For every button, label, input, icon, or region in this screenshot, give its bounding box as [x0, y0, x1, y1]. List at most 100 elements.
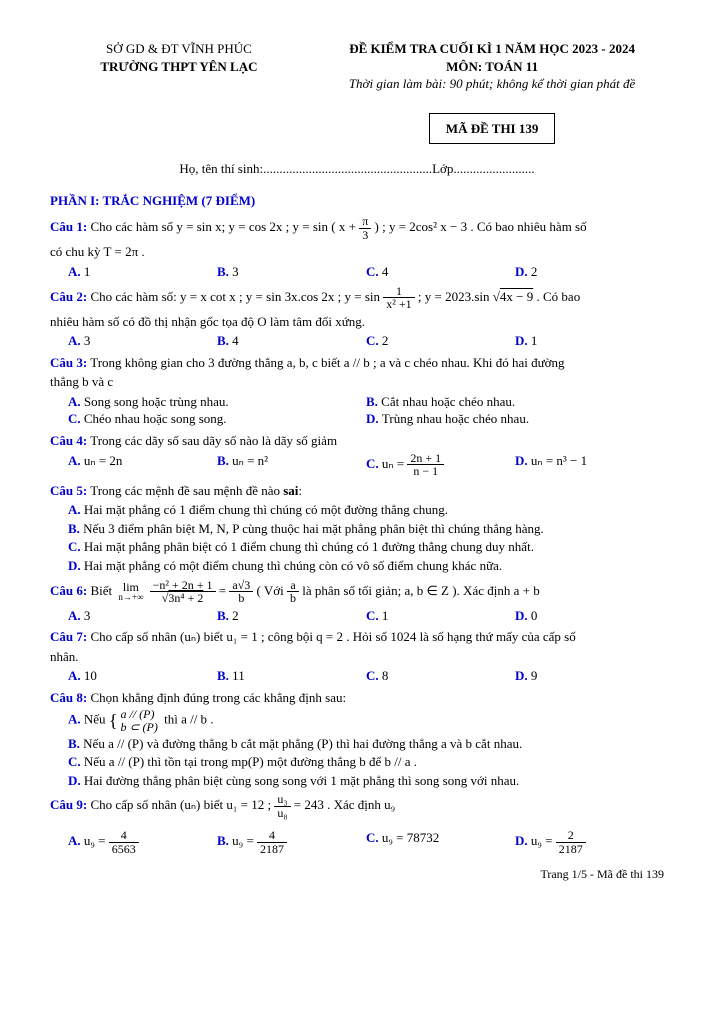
q5-A-label: A. — [68, 502, 84, 517]
question-9: Câu 9: Cho cấp số nhân (uₙ) biết u₁ = 12… — [50, 793, 664, 819]
q1-frac: π3 — [359, 215, 371, 241]
q6-C-label: C. — [366, 608, 382, 623]
class-dots: ......................... — [453, 161, 534, 176]
question-7: Câu 7: Cho cấp số nhân (uₙ) biết u₁ = 1 … — [50, 628, 664, 646]
q1-text-b: ; y = 2cos² x − 3 . Có bao nhiêu hàm số — [382, 219, 587, 234]
q9-B-den: 2187 — [257, 843, 287, 856]
q5-B-row: B. Nếu 3 điểm phân biệt M, N, P cùng thu… — [68, 520, 664, 538]
q5-sai: sai — [283, 483, 298, 498]
q9-A-pre: u₉ = — [84, 834, 109, 849]
school-name: TRƯỜNG THPT YÊN LẠC — [50, 58, 308, 76]
q3-number: Câu 3: — [50, 355, 87, 370]
q4-C-den: n − 1 — [407, 465, 444, 478]
q7-D: 9 — [531, 668, 538, 683]
question-2: Câu 2: Cho các hàm số: y = x cot x ; y =… — [50, 285, 664, 311]
q3-B-label: B. — [366, 394, 381, 409]
exam-title: ĐỀ KIỂM TRA CUỐI KÌ 1 NĂM HỌC 2023 - 202… — [320, 40, 664, 58]
q6-main-frac: −n² + 2n + 1√3n⁴ + 2 — [150, 579, 216, 605]
q4-C-label: C. — [366, 456, 382, 471]
q6-den-root: 3n⁴ + 2 — [168, 591, 203, 605]
q2-B-label: B. — [217, 333, 232, 348]
question-8: Câu 8: Chọn khẳng định đúng trong các kh… — [50, 689, 664, 707]
q8-A-label: A. — [68, 712, 84, 727]
q7-D-label: D. — [515, 668, 531, 683]
q7-B: 11 — [232, 668, 245, 683]
q8-D-label: D. — [68, 773, 84, 788]
q2-text-c: . Có bao — [533, 289, 580, 304]
q2-number: Câu 2: — [50, 289, 87, 304]
q4-text: Trong các dãy số sau dãy số nào là dãy s… — [87, 433, 337, 448]
q6-D-label: D. — [515, 608, 531, 623]
q9-B-num: 4 — [257, 829, 287, 843]
q2-C: 2 — [382, 333, 389, 348]
q8-number: Câu 8: — [50, 690, 87, 705]
q6-text-c: là phân số tối giản; a, b ∈ Z ). Xác địn… — [302, 583, 539, 598]
q8-text: Chọn khẳng định đúng trong các khẳng địn… — [87, 690, 346, 705]
q8-C: Nếu a // (P) thì tồn tại trong mp(P) một… — [84, 754, 417, 769]
name-line: Họ, tên thí sinh:.......................… — [50, 160, 664, 178]
q9-D-den: 2187 — [556, 843, 586, 856]
q6-A-label: A. — [68, 608, 84, 623]
q3-D-label: D. — [366, 411, 382, 426]
q5-text: Trong các mệnh đề sau mệnh đề nào — [87, 483, 283, 498]
q4-D-label: D. — [515, 453, 531, 468]
q4-number: Câu 4: — [50, 433, 87, 448]
q6-B-label: B. — [217, 608, 232, 623]
exam-time: Thời gian làm bài: 90 phút; không kể thờ… — [320, 75, 664, 93]
q8-A-pre: Nếu — [84, 712, 109, 727]
q6-A: 3 — [84, 608, 91, 623]
name-label: Họ, tên thí sinh: — [179, 161, 263, 176]
q3-B: Cắt nhau hoặc chéo nhau. — [381, 394, 515, 409]
page-footer: Trang 1/5 - Mã đề thi 139 — [50, 866, 664, 882]
q2-frac: 1x² +1 — [383, 285, 414, 311]
q6-r-num: a√3 — [229, 579, 253, 593]
q7-line2: nhân. — [50, 648, 664, 666]
q7-options: A. 10 B. 11 C. 8 D. 9 — [68, 667, 664, 685]
q9-A-den: 6563 — [109, 843, 139, 856]
q1-paren2: ) — [371, 219, 379, 234]
q1-C-label: C. — [366, 264, 382, 279]
q9-D-pre: u₉ = — [531, 834, 556, 849]
q5-B: Nếu 3 điểm phân biệt M, N, P cùng thuộc … — [83, 521, 544, 536]
header-right: ĐỀ KIỂM TRA CUỐI KÌ 1 NĂM HỌC 2023 - 202… — [320, 40, 664, 144]
q9-C-label: C. — [366, 830, 382, 845]
q1-D: 2 — [531, 264, 538, 279]
q2-line2: nhiêu hàm số có đồ thị nhận gốc tọa độ O… — [50, 313, 664, 331]
q8-A-row: A. Nếu {a // (P)b ⊂ (P) thì a // b . — [68, 708, 664, 733]
q3-C-label: C. — [68, 411, 84, 426]
q5-colon: : — [298, 483, 302, 498]
q8-B-row: B. Nếu a // (P) và đường thẳng b cắt mặt… — [68, 735, 664, 753]
q5-B-label: B. — [68, 521, 83, 536]
department: SỞ GD & ĐT VĨNH PHÚC — [50, 40, 308, 58]
q1-D-label: D. — [515, 264, 531, 279]
q6-text-b: ( Với — [257, 583, 287, 598]
header-left: SỞ GD & ĐT VĨNH PHÚC TRƯỜNG THPT YÊN LẠC — [50, 40, 308, 144]
q4-D: uₙ = n³ − 1 — [531, 453, 587, 468]
q9-D-num: 2 — [556, 829, 586, 843]
q6-ab-num: a — [287, 579, 299, 593]
q4-C-num: 2n + 1 — [407, 452, 444, 466]
q9-text-a: Cho cấp số nhân (uₙ) biết u₁ = 12 ; — [87, 797, 274, 812]
q5-C-label: C. — [68, 539, 84, 554]
q8-D: Hai đường thẳng phân biệt cùng song song… — [84, 773, 519, 788]
q9-options: A. u₉ = 46563 B. u₉ = 42187 C. u₉ = 7873… — [68, 829, 664, 855]
q4-B: uₙ = n² — [232, 453, 268, 468]
q6-B: 2 — [232, 608, 239, 623]
q9-A-label: A. — [68, 834, 84, 849]
q1-B-label: B. — [217, 264, 232, 279]
q4-B-label: B. — [217, 453, 232, 468]
q1-C: 4 — [382, 264, 389, 279]
q1-number: Câu 1: — [50, 219, 87, 234]
q8-A-brace-content: a // (P)b ⊂ (P) — [117, 708, 160, 733]
q9-text-b: = 243 . Xác định u₉ — [291, 797, 396, 812]
q6-C: 1 — [382, 608, 389, 623]
q9-number: Câu 9: — [50, 797, 87, 812]
q1-A-label: A. — [68, 264, 84, 279]
q6-r-den: b — [229, 592, 253, 605]
q5-D-label: D. — [68, 558, 84, 573]
q5-A: Hai mặt phẳng có 1 điểm chung thì chúng … — [84, 502, 448, 517]
q6-D: 0 — [531, 608, 538, 623]
q6-options: A. 3 B. 2 C. 1 D. 0 — [68, 607, 664, 625]
subject: MÔN: TOÁN 11 — [320, 58, 664, 76]
q6-ab-den: b — [287, 592, 299, 605]
